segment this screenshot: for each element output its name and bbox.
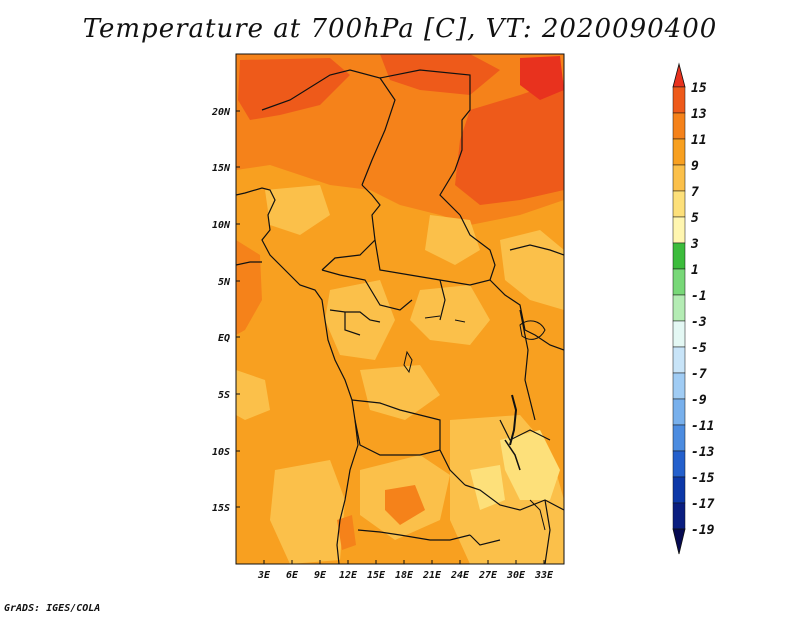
y-tick-label: 5N xyxy=(218,277,231,288)
grads-credit: GrADS: IGES/COLA xyxy=(4,603,101,614)
colorbar-label: 15 xyxy=(691,81,707,96)
colorbar-swatch xyxy=(672,268,686,296)
x-tick-label: 24E xyxy=(450,570,470,581)
colorbar-top-arrow xyxy=(672,62,686,88)
x-tick-label: 33E xyxy=(534,570,554,581)
colorbar-label: -19 xyxy=(691,523,715,538)
y-tick-label: 10S xyxy=(212,447,230,458)
colorbar-label: -15 xyxy=(691,471,715,486)
colorbar-swatch xyxy=(672,346,686,374)
colorbar: 15 13 11 9 7 5 3 1 -1 -3 -5 -7 -9 -11 -1… xyxy=(672,62,715,555)
colorbar-swatch xyxy=(672,294,686,322)
colorbar-swatch xyxy=(672,502,686,530)
x-tick-label: 3E xyxy=(257,570,271,581)
x-tick-label: 15E xyxy=(367,570,386,581)
colorbar-label: -7 xyxy=(691,367,707,382)
y-tick-label: 5S xyxy=(218,390,230,401)
x-tick-label: 27E xyxy=(478,570,498,581)
x-tick-label: 6E xyxy=(286,570,299,581)
y-tick-label: 10N xyxy=(212,220,231,231)
colorbar-label: 13 xyxy=(691,107,707,122)
country-borders xyxy=(236,69,564,564)
colorbar-swatch xyxy=(672,112,686,140)
colorbar-label: 9 xyxy=(691,159,699,174)
x-tick-label: 12E xyxy=(339,570,358,581)
x-tick-label: 21E xyxy=(422,570,442,581)
colorbar-swatch xyxy=(672,398,686,426)
lakes xyxy=(403,315,546,531)
colorbar-label: -17 xyxy=(691,497,715,512)
colorbar-label: 11 xyxy=(691,133,707,148)
colorbar-swatch xyxy=(672,320,686,348)
colorbar-label: -9 xyxy=(691,393,707,408)
x-tick-label: 30E xyxy=(506,570,526,581)
colorbar-swatch xyxy=(672,424,686,452)
map-title: Temperature at 700hPa [C], VT: 202009040… xyxy=(82,14,718,44)
y-tick-label: 20N xyxy=(211,107,231,118)
colorbar-label: -3 xyxy=(691,315,707,330)
colorbar-swatch xyxy=(672,476,686,504)
colorbar-swatch xyxy=(672,190,686,218)
colorbar-swatch xyxy=(672,372,686,400)
map-frame xyxy=(235,53,565,565)
colorbar-label: 3 xyxy=(690,237,699,252)
y-tick-label: 15N xyxy=(212,163,231,174)
y-axis: 20N 15N 10N 5N EQ 5S 10S 15S xyxy=(211,107,240,514)
colorbar-swatch xyxy=(672,450,686,478)
colorbar-swatch xyxy=(672,242,686,270)
x-tick-label: 18E xyxy=(395,570,414,581)
colorbar-bottom-arrow xyxy=(672,528,686,555)
colorbar-swatch xyxy=(672,216,686,244)
colorbar-label: -5 xyxy=(691,341,707,356)
colorbar-label: 7 xyxy=(691,185,699,200)
colorbar-swatch xyxy=(672,164,686,192)
temperature-field xyxy=(236,54,564,564)
x-tick-label: 9E xyxy=(314,570,327,581)
y-tick-label: EQ xyxy=(218,333,230,344)
colorbar-label: -11 xyxy=(691,419,714,434)
colorbar-swatch xyxy=(672,138,686,166)
x-axis: 3E 6E 9E 12E 15E 18E 21E 24E 27E 30E 33E xyxy=(257,560,554,581)
colorbar-label: -13 xyxy=(691,445,715,460)
colorbar-label: 5 xyxy=(691,211,699,226)
y-tick-label: 15S xyxy=(212,503,230,514)
colorbar-swatch xyxy=(672,86,686,114)
colorbar-label: -1 xyxy=(691,289,707,304)
colorbar-label: 1 xyxy=(691,263,699,278)
